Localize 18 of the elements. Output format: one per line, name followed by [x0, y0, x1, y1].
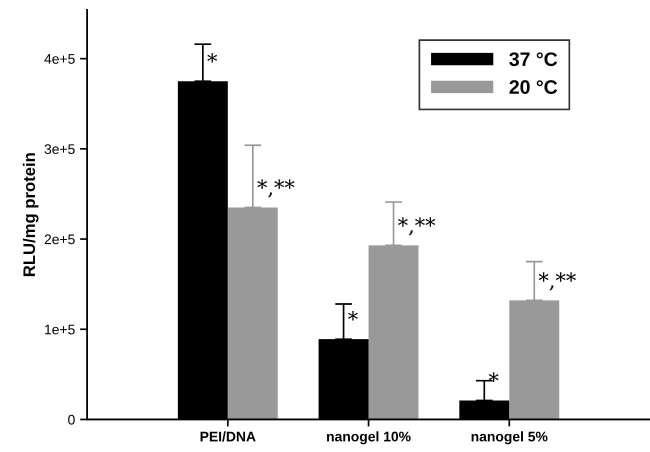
- annotation: *,**: [257, 179, 295, 198]
- y-tick-label: 3e+5: [44, 144, 75, 154]
- y-tick-label: 2e+5: [44, 234, 75, 244]
- y-tick-label: 4e+5: [44, 54, 75, 64]
- x-tick-label: nanogel 10%: [327, 431, 411, 444]
- bar: [228, 207, 278, 420]
- annotation: *: [348, 311, 358, 321]
- annotation: *: [207, 53, 218, 63]
- annotation: *,**: [398, 217, 436, 236]
- x-tick-label: PEI/DNA: [200, 431, 256, 442]
- y-tick-label: 0: [68, 414, 75, 425]
- legend-label: 20 °C: [510, 80, 558, 94]
- annotation: *: [488, 372, 499, 382]
- x-tick-label: nanogel 5%: [472, 431, 548, 444]
- legend-label: 37 °C: [509, 52, 558, 66]
- y-tick-label: 1e+5: [45, 324, 75, 334]
- y-axis-title: RLU/mg protein: [22, 153, 38, 276]
- annotation: *,**: [538, 272, 576, 291]
